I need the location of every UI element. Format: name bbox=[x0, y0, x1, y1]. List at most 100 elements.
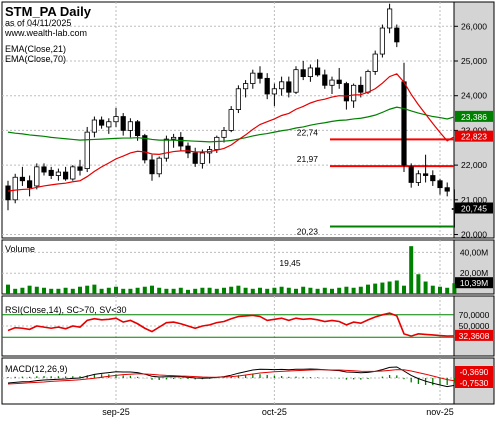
candle-body bbox=[250, 72, 256, 84]
volume-bar bbox=[121, 288, 126, 294]
candle-body bbox=[127, 121, 133, 131]
rsi-title: RSI(Close,14), SC>70, SV<30 bbox=[5, 305, 127, 315]
chart-title: STM_PA Daily bbox=[5, 4, 92, 19]
volume-bar bbox=[178, 287, 183, 294]
volume-bar bbox=[142, 286, 147, 294]
candle-body bbox=[178, 136, 184, 147]
volume-bar bbox=[236, 285, 241, 294]
volume-bar bbox=[42, 287, 46, 294]
volume-bar bbox=[445, 287, 450, 294]
volume-bar bbox=[193, 288, 198, 294]
volume-bar bbox=[322, 287, 327, 294]
volume-bar bbox=[135, 287, 140, 294]
candle-body bbox=[365, 71, 371, 93]
level-label-1: 21,97 bbox=[297, 154, 319, 164]
candle-body bbox=[293, 69, 299, 93]
volume-bar bbox=[200, 287, 205, 294]
volume-tick-label: 40,00M bbox=[460, 247, 488, 257]
x-tick-label: oct-25 bbox=[262, 407, 287, 417]
ema21-line bbox=[7, 73, 455, 192]
volume-bar bbox=[308, 287, 313, 294]
volume-bar bbox=[258, 287, 262, 294]
price-tick-label: 20,000 bbox=[461, 230, 487, 240]
candle-body bbox=[106, 121, 112, 128]
x-tick-label: nov-25 bbox=[426, 407, 454, 417]
macd-pane bbox=[1, 357, 455, 405]
volume-bar bbox=[438, 286, 442, 294]
volume-bar bbox=[13, 288, 18, 294]
candle-body bbox=[228, 109, 234, 131]
candle-body bbox=[286, 81, 292, 93]
price-tick-label: 24,000 bbox=[461, 91, 487, 101]
candle-body bbox=[307, 67, 314, 78]
volume-bar bbox=[351, 287, 356, 294]
line-layer bbox=[7, 73, 455, 388]
candle-body bbox=[242, 83, 249, 90]
ema70-line bbox=[7, 106, 455, 143]
candle-body bbox=[336, 79, 342, 84]
volume-bar bbox=[222, 287, 226, 294]
rsi-value-label-box bbox=[455, 329, 493, 341]
candle-body bbox=[134, 121, 141, 137]
volume-bar bbox=[78, 286, 82, 294]
volume-title: Volume bbox=[5, 244, 35, 254]
x-tick-label: sep-25 bbox=[102, 407, 130, 417]
candle-body bbox=[163, 138, 169, 159]
signal-value-label-box bbox=[455, 377, 493, 388]
volume-bar bbox=[380, 282, 385, 294]
volume-bar bbox=[315, 288, 320, 294]
volume-annotation: 19,45 bbox=[279, 258, 301, 268]
candle-body bbox=[170, 136, 177, 140]
candle-body bbox=[149, 159, 155, 175]
volume-bar bbox=[171, 288, 176, 294]
ema70-legend: EMA(Close,70) bbox=[5, 54, 66, 64]
price-tick-label: 21,000 bbox=[461, 195, 487, 205]
volume-bar bbox=[106, 287, 111, 294]
volume-bar bbox=[409, 246, 414, 294]
candle-body bbox=[91, 119, 97, 133]
price-pane bbox=[1, 1, 455, 239]
candle-body bbox=[5, 185, 11, 201]
candle-body bbox=[63, 171, 69, 180]
overlay-layer bbox=[330, 138, 454, 228]
volume-bar bbox=[272, 287, 277, 294]
volume-bar bbox=[344, 286, 349, 294]
candle-body bbox=[444, 187, 450, 192]
volume-bar bbox=[250, 288, 255, 294]
candle-body bbox=[430, 175, 436, 182]
candle-body bbox=[120, 116, 126, 131]
volume-bar bbox=[279, 286, 284, 294]
volume-bar bbox=[20, 287, 25, 294]
candle-body bbox=[358, 84, 364, 93]
volume-bar bbox=[394, 280, 399, 294]
volume-bar bbox=[49, 288, 54, 294]
signal-value-label: -0,7530 bbox=[460, 378, 489, 388]
volume-bar bbox=[265, 288, 270, 294]
macd-value-label: -0,3690 bbox=[460, 367, 489, 377]
ema70-value-label-box bbox=[455, 110, 493, 122]
volume-bar bbox=[63, 287, 68, 294]
candle-body bbox=[19, 176, 26, 182]
rsi-tick-label: 70,0000 bbox=[459, 310, 490, 320]
volume-bar bbox=[301, 286, 306, 294]
volume-bar bbox=[164, 288, 169, 294]
candle-body bbox=[415, 173, 422, 183]
volume-bar bbox=[157, 287, 162, 294]
candle-body bbox=[401, 81, 407, 166]
volume-bar bbox=[214, 288, 219, 294]
volume-bar bbox=[85, 285, 90, 294]
ema70-value-label: 23,386 bbox=[461, 112, 487, 122]
volume-bar bbox=[150, 285, 154, 294]
candle-body bbox=[113, 116, 119, 123]
candle-body bbox=[41, 166, 47, 173]
rsi-axis-panel bbox=[453, 295, 495, 357]
candle-body bbox=[278, 81, 285, 90]
volume-bar bbox=[337, 287, 342, 294]
macd-line bbox=[7, 366, 455, 388]
volume-bar bbox=[358, 286, 363, 294]
volume-bar bbox=[6, 284, 10, 294]
candle-body bbox=[350, 84, 357, 102]
volume-bar bbox=[387, 281, 392, 294]
